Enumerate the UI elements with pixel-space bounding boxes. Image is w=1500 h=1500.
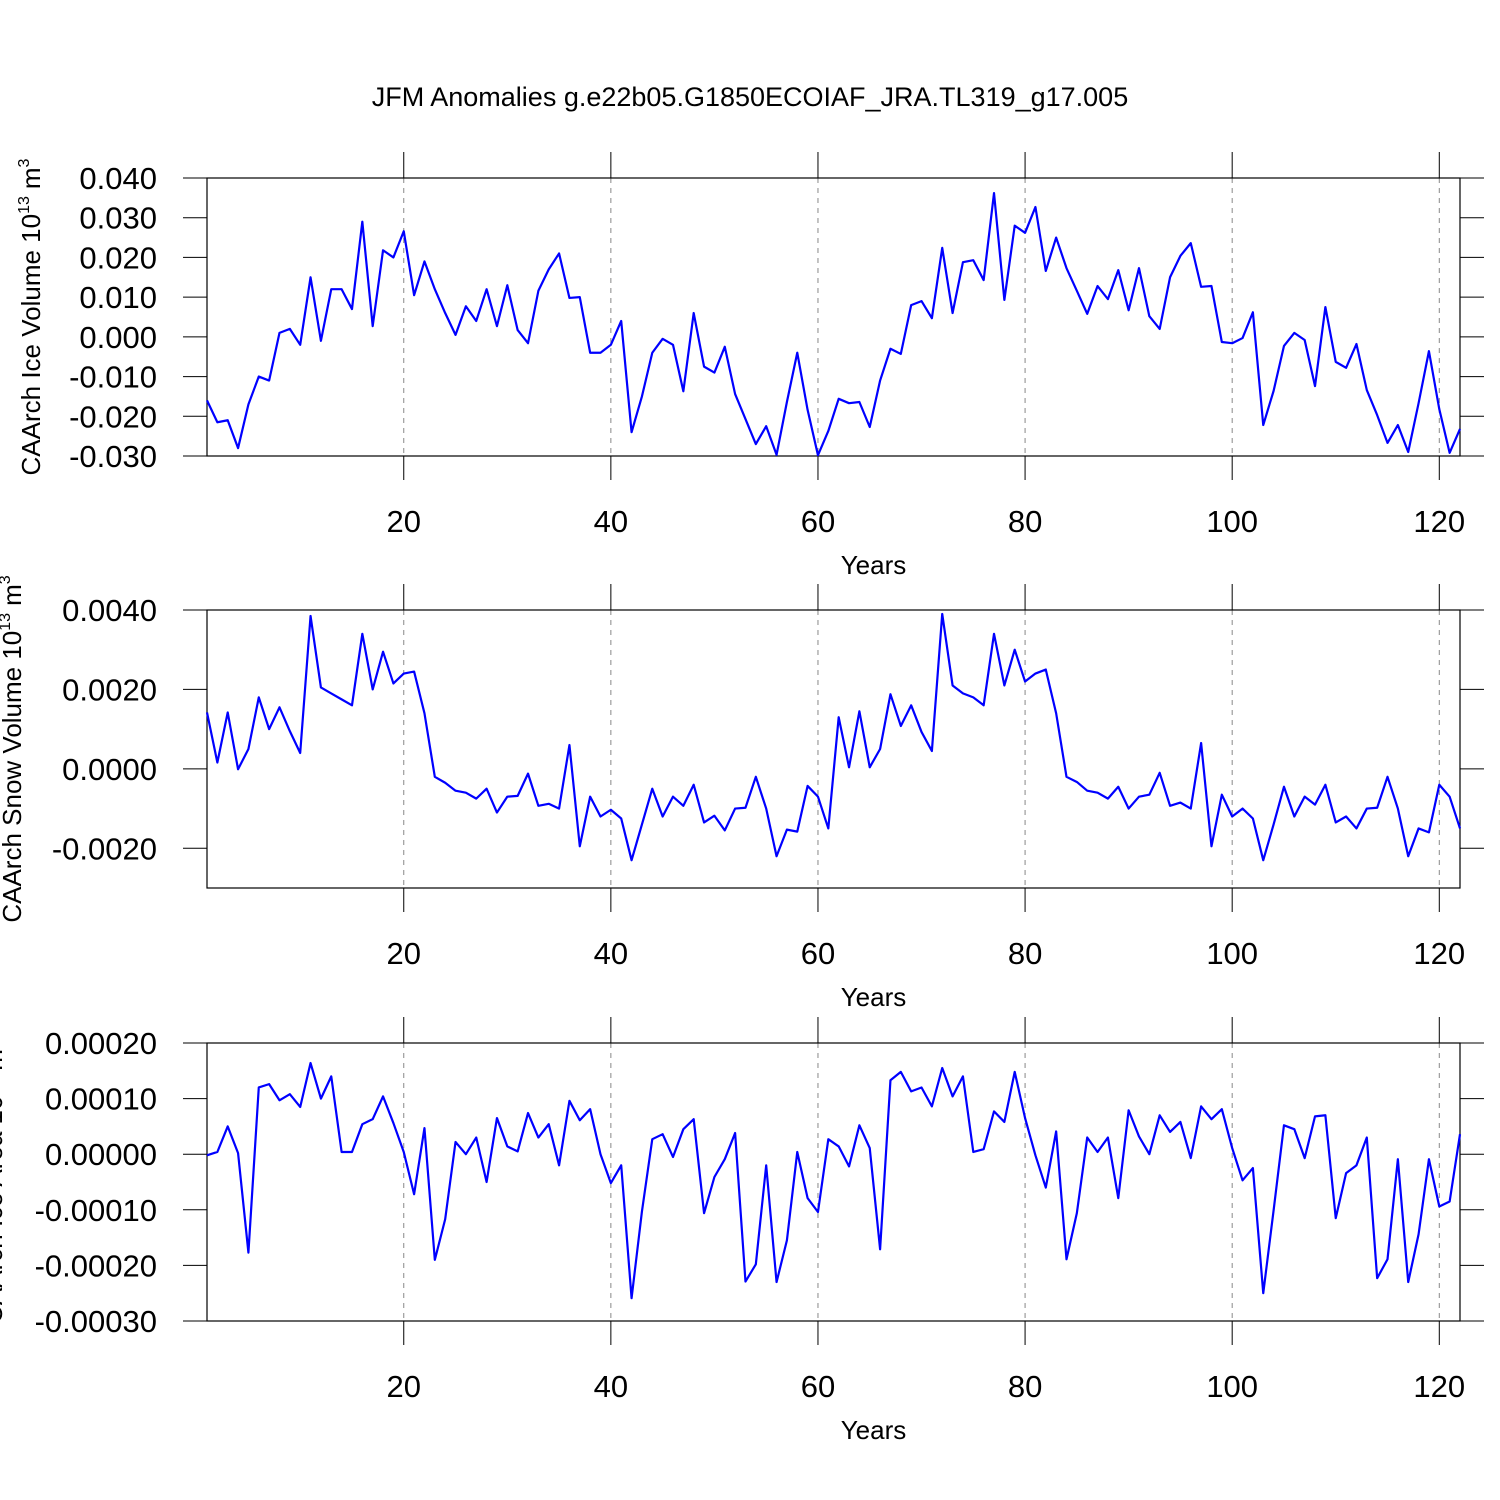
y-tick-label: 0.00000 xyxy=(45,1137,157,1172)
y-tick-label: 0.030 xyxy=(79,201,157,236)
y-axis-label-exponent: 13 xyxy=(16,196,33,214)
y-axis-label-text: CAArch Ice Volume 10 xyxy=(16,214,46,476)
x-tick-label: 60 xyxy=(801,1369,835,1404)
chart-title: JFM Anomalies g.e22b05.G1850ECOIAF_JRA.T… xyxy=(372,82,1128,112)
y-axis-label-unit: m xyxy=(0,1049,8,1071)
data-line xyxy=(206,1061,1462,1300)
x-tick-label: 120 xyxy=(1413,936,1465,971)
y-tick-label: 0.010 xyxy=(79,280,157,315)
y-tick-label: 0.00010 xyxy=(45,1082,157,1117)
y-tick-label: 0.000 xyxy=(79,320,157,355)
y-axis-label-unit-exponent: 3 xyxy=(16,158,33,167)
y-tick-label: 0.0040 xyxy=(62,593,157,628)
y-axis-label-exponent: 13 xyxy=(0,613,14,631)
x-tick-label: 40 xyxy=(594,1369,628,1404)
x-tick-label: 20 xyxy=(387,1369,421,1404)
x-tick-label: 80 xyxy=(1008,1369,1042,1404)
y-tick-label: -0.010 xyxy=(69,360,157,395)
x-tick-label: 80 xyxy=(1008,936,1042,971)
plot-frame xyxy=(206,177,1461,457)
y-tick-label: 0.040 xyxy=(79,161,157,196)
y-tick-label: -0.00010 xyxy=(35,1193,157,1228)
y-tick-label: 0.0020 xyxy=(62,672,157,707)
y-tick-label: -0.00030 xyxy=(35,1304,157,1339)
data-line xyxy=(206,191,1462,457)
x-tick-label: 20 xyxy=(387,504,421,539)
y-axis-label: CAArch Snow Volume 1013 m3 xyxy=(0,575,27,922)
y-tick-label: -0.030 xyxy=(69,439,157,474)
y-axis-label-unit-exponent: 3 xyxy=(0,575,14,584)
x-tick-label: 100 xyxy=(1206,504,1258,539)
data-line xyxy=(205,612,1462,862)
x-axis-label: Years xyxy=(841,982,907,1012)
x-tick-label: 100 xyxy=(1206,1369,1258,1404)
plot-frame xyxy=(206,609,1461,889)
y-tick-label: 0.00020 xyxy=(45,1026,157,1061)
x-tick-label: 60 xyxy=(801,504,835,539)
y-axis-label-unit: m xyxy=(16,167,46,189)
y-tick-label: 0.0000 xyxy=(62,752,157,787)
x-tick-label: 20 xyxy=(387,936,421,971)
x-tick-label: 80 xyxy=(1008,504,1042,539)
x-tick-label: 40 xyxy=(594,936,628,971)
x-tick-label: 60 xyxy=(801,936,835,971)
y-axis-label-unit: m xyxy=(0,584,27,606)
y-tick-label: 0.020 xyxy=(79,240,157,275)
y-axis-label: CAArch Ice Volume 1013 m3 xyxy=(16,158,46,475)
y-axis-label-text: CAArch Snow Volume 10 xyxy=(0,631,27,923)
x-axis-label: Years xyxy=(841,1415,907,1445)
x-tick-label: 120 xyxy=(1413,1369,1465,1404)
y-tick-label: -0.00020 xyxy=(35,1248,157,1283)
y-tick-label: -0.0020 xyxy=(52,831,157,866)
x-tick-label: 120 xyxy=(1413,504,1465,539)
x-axis-label: Years xyxy=(841,550,907,580)
y-tick-label: -0.020 xyxy=(69,399,157,434)
plot-frame xyxy=(206,1042,1461,1322)
x-tick-label: 40 xyxy=(594,504,628,539)
y-axis-label-text: CAArch Ice Area 10 xyxy=(0,1096,8,1324)
x-tick-label: 100 xyxy=(1206,936,1258,971)
